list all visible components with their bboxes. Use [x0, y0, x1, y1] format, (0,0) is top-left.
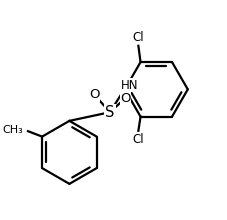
Text: HN: HN: [121, 79, 139, 92]
Text: S: S: [105, 105, 115, 120]
Text: Cl: Cl: [133, 31, 144, 44]
Text: O: O: [89, 88, 100, 101]
Text: O: O: [120, 92, 131, 104]
Text: Cl: Cl: [133, 132, 144, 145]
Text: CH₃: CH₃: [2, 125, 23, 135]
